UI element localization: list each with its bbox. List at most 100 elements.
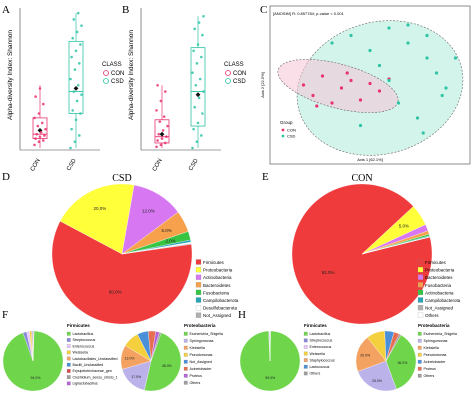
pie-slice-label: 2.0% bbox=[166, 238, 176, 243]
pie-slice-label: 60.0% bbox=[109, 289, 122, 294]
legend-label: Sphingomonas bbox=[424, 339, 448, 343]
pie-slice bbox=[361, 236, 431, 255]
pie-slice-label: 36.0% bbox=[397, 361, 407, 365]
legend-phyla-d: Firmicutes Proteobacteria Actinobacteria Ba… bbox=[195, 259, 239, 318]
legend-swatch bbox=[303, 338, 308, 343]
box-point bbox=[69, 77, 72, 81]
box-point bbox=[166, 124, 169, 128]
legend-label: Lactobacillus bbox=[73, 332, 94, 336]
box-point bbox=[75, 30, 79, 34]
pie-slice bbox=[51, 220, 193, 325]
box-point bbox=[197, 21, 201, 24]
legend-swatch bbox=[66, 331, 71, 336]
legend-swatch bbox=[303, 358, 308, 362]
legend-label: Others bbox=[425, 313, 439, 318]
box-body bbox=[68, 40, 84, 114]
legend-label: Not_Assigned bbox=[190, 360, 212, 364]
legend-label: Klebsiella bbox=[190, 346, 205, 350]
box-point bbox=[78, 134, 81, 137]
scatter-point bbox=[301, 83, 306, 87]
box-point bbox=[40, 121, 44, 125]
scatter-point bbox=[421, 131, 425, 135]
pie-slice bbox=[59, 183, 135, 255]
legend-label: Others bbox=[424, 374, 435, 378]
scatter-point bbox=[453, 56, 458, 60]
box-point bbox=[36, 124, 40, 128]
panel-g-pie: 48.0% 17.0% 13.0% Proteobacteria Escherich… bbox=[120, 323, 223, 392]
box-point bbox=[197, 96, 201, 100]
box-point bbox=[156, 83, 159, 87]
pie-slice-label: 48.0% bbox=[162, 364, 172, 368]
legend-label: Desulfobacterota bbox=[203, 306, 238, 311]
legend-swatch bbox=[417, 289, 424, 295]
legend-label: Streptococcus bbox=[73, 338, 96, 342]
legend-swatch bbox=[417, 359, 422, 364]
box-point bbox=[155, 145, 158, 149]
box-point bbox=[202, 90, 205, 93]
pie-slice-label: 20.0% bbox=[360, 354, 370, 358]
scatter-point bbox=[425, 33, 429, 38]
legend-label: Bacteroidetes bbox=[425, 275, 453, 280]
scatter-point bbox=[345, 71, 349, 75]
panel-b-xtick-csd: CSD bbox=[188, 157, 200, 172]
legend-label: Not_Assigned bbox=[425, 306, 454, 311]
box-point bbox=[162, 115, 166, 118]
box-body bbox=[154, 119, 170, 144]
pie-slice-label: 13.0% bbox=[125, 357, 135, 361]
panel-letter-h: H bbox=[238, 309, 246, 321]
box-point bbox=[73, 140, 77, 144]
box-mean-marker bbox=[195, 92, 201, 98]
panel-c-xlabel: Axis 1 [62.1%] bbox=[357, 157, 383, 162]
legend-swatch bbox=[183, 373, 188, 378]
legend-swatch bbox=[195, 274, 202, 280]
pie-slice-label: 5.0% bbox=[399, 223, 409, 228]
legend-phyla-e: Firmicutes Proteobacteria Bacteroidetes Fus… bbox=[417, 259, 461, 318]
box-point bbox=[34, 95, 37, 98]
panel-letter-e: E bbox=[262, 171, 269, 183]
legend-a-title: CLASS bbox=[102, 62, 122, 68]
legend-swatch bbox=[417, 274, 424, 280]
legend-swatch bbox=[66, 362, 71, 367]
legend-swatch bbox=[303, 351, 308, 356]
panel-i-legend-title: Proteobacteria bbox=[418, 323, 450, 328]
box-point bbox=[192, 127, 195, 131]
box-point bbox=[37, 112, 41, 115]
legend-swatch bbox=[195, 259, 202, 265]
box-mean-marker bbox=[159, 131, 165, 137]
legend-swatch bbox=[417, 338, 422, 343]
legend-swatch bbox=[66, 356, 71, 361]
scatter-point bbox=[339, 86, 344, 90]
box-point bbox=[43, 134, 46, 137]
legend-swatch bbox=[417, 297, 424, 303]
panel-h-pie: 99.0% Firmicutes Lactobacillus Streptococ… bbox=[239, 323, 335, 392]
scatter-point bbox=[315, 104, 319, 108]
panel-g-legend-title: Proteobacteria bbox=[184, 323, 216, 328]
box-point bbox=[201, 112, 204, 115]
legend-swatch bbox=[417, 267, 424, 273]
panel-c-legend-title: Group bbox=[280, 120, 293, 125]
legend-label: Ligilactobacillus bbox=[73, 382, 98, 386]
legend-swatch bbox=[195, 305, 202, 311]
legend-swatch bbox=[183, 380, 188, 385]
panel-i-pie: 36.0% 25.0% 20.0% Proteobacteria Escherich… bbox=[355, 323, 457, 392]
box-point bbox=[72, 18, 76, 21]
pie-slice-label: 99.0% bbox=[265, 376, 275, 380]
legend-a-con: CON bbox=[111, 71, 124, 77]
panel-c-title: [ANOSIM] R: 0.857784; p-value < 0.001 bbox=[273, 11, 345, 16]
box-point bbox=[164, 90, 167, 93]
panel-h-legend-title: Firmicutes bbox=[304, 323, 327, 328]
legend-label: Others bbox=[190, 381, 201, 385]
box-point bbox=[72, 90, 76, 93]
box-point bbox=[79, 43, 82, 46]
legend-label: Staphylococcus bbox=[310, 358, 335, 362]
panel-a-xtick-con: CON bbox=[30, 158, 42, 173]
legend-label: Fusobacteria bbox=[203, 290, 230, 295]
panel-letter-c: C bbox=[260, 4, 267, 16]
legend-label: Others bbox=[310, 372, 321, 376]
legend-swatch bbox=[183, 331, 188, 336]
legend-swatch bbox=[417, 312, 424, 318]
box-point bbox=[160, 137, 164, 140]
legend-class-b: CLASS CON CSD bbox=[224, 62, 246, 85]
legend-label: Streptococcus bbox=[310, 339, 333, 343]
box-point bbox=[69, 146, 72, 150]
